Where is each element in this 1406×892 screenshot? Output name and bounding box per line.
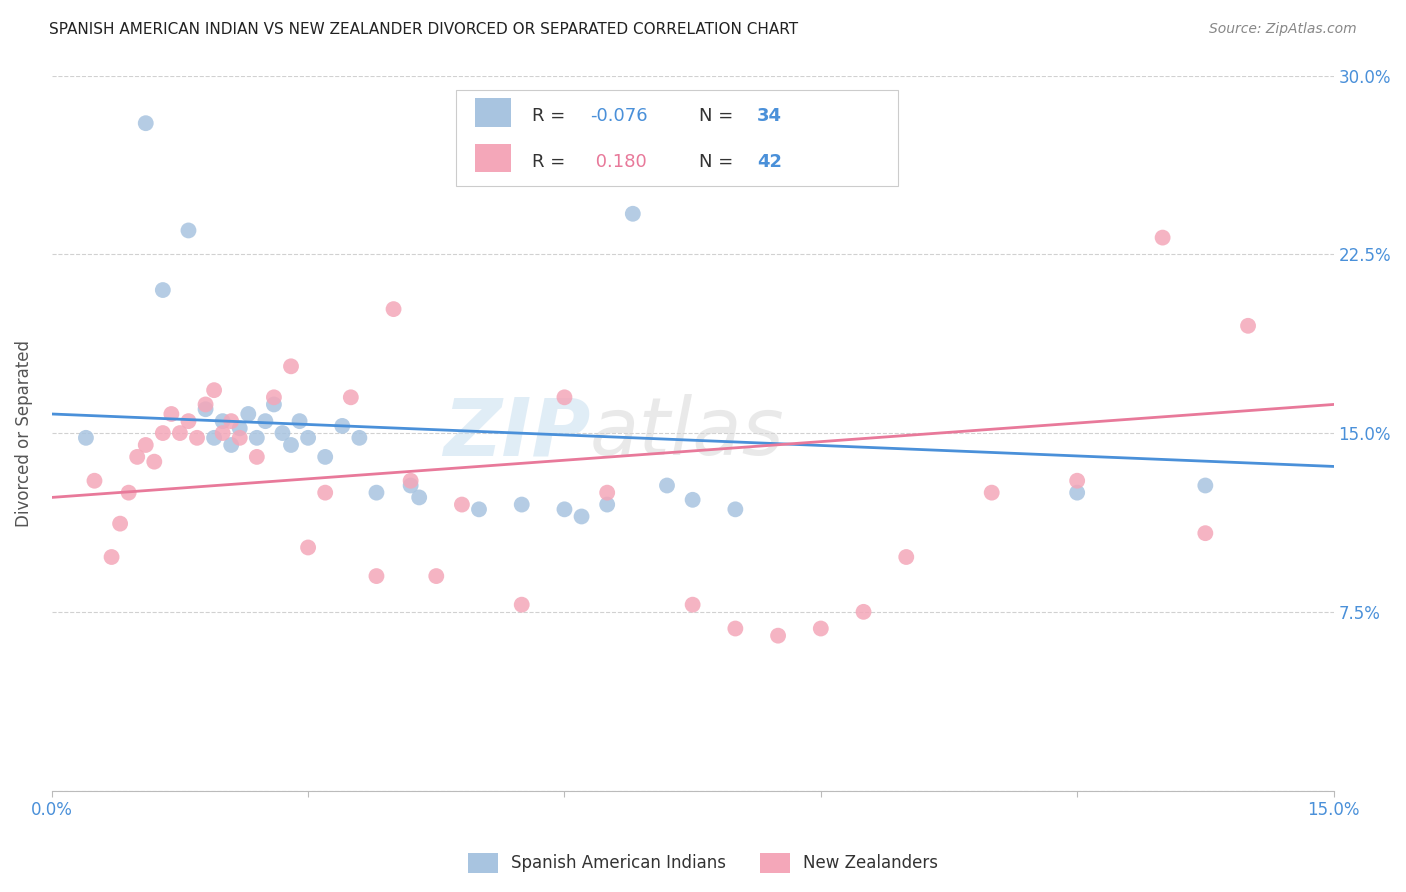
Point [340,390,363,404]
Point [1152,230,1174,244]
Point [127,450,149,464]
Text: 0.180: 0.180 [591,153,647,171]
Point [468,502,491,516]
Point [596,485,619,500]
Point [135,116,157,130]
Point [271,425,294,440]
Text: R =: R = [533,153,571,171]
Point [425,569,447,583]
Point [553,390,575,404]
Text: atlas: atlas [591,394,785,472]
Point [280,359,302,374]
Text: N =: N = [699,153,740,171]
Point [724,502,747,516]
Point [297,431,319,445]
Point [238,407,260,421]
Point [177,414,200,428]
Point [211,414,233,428]
Point [75,431,97,445]
Point [1237,318,1260,333]
Point [211,425,233,440]
Point [399,474,422,488]
Point [143,455,166,469]
Point [980,485,1002,500]
Point [152,283,174,297]
Point [366,569,388,583]
Point [169,425,191,440]
Point [1066,474,1088,488]
Text: SPANISH AMERICAN INDIAN VS NEW ZEALANDER DIVORCED OR SEPARATED CORRELATION CHART: SPANISH AMERICAN INDIAN VS NEW ZEALANDER… [49,22,799,37]
Point [160,407,183,421]
Point [1194,478,1216,492]
Text: Source: ZipAtlas.com: Source: ZipAtlas.com [1209,22,1357,37]
Legend: Spanish American Indians, New Zealanders: Spanish American Indians, New Zealanders [461,847,945,880]
Point [682,598,704,612]
Point [451,498,474,512]
Point [382,302,405,317]
Point [724,622,747,636]
Point [314,485,336,500]
Point [349,431,371,445]
Point [229,421,252,435]
Point [596,498,619,512]
Point [263,397,285,411]
Point [288,414,311,428]
Bar [475,98,510,127]
Text: 42: 42 [756,153,782,171]
Point [118,485,141,500]
Point [263,390,285,404]
Point [152,425,174,440]
Point [246,450,269,464]
Text: 34: 34 [756,108,782,126]
Point [621,207,644,221]
Point [219,438,242,452]
Point [1066,485,1088,500]
Point [571,509,593,524]
Point [108,516,131,531]
Point [553,502,575,516]
Point [682,492,704,507]
Point [510,498,533,512]
Point [194,402,217,417]
Point [254,414,277,428]
Point [399,478,422,492]
Point [229,431,252,445]
Point [810,622,832,636]
Text: R =: R = [533,108,571,126]
Point [510,598,533,612]
Point [177,223,200,237]
Text: ZIP: ZIP [443,394,591,472]
Point [246,431,269,445]
Point [408,491,430,505]
Point [202,431,225,445]
Point [83,474,105,488]
Point [100,549,122,564]
FancyBboxPatch shape [456,90,897,186]
Point [280,438,302,452]
Point [655,478,678,492]
Point [194,397,217,411]
Point [202,383,225,397]
Text: -0.076: -0.076 [591,108,648,126]
Point [1194,526,1216,541]
Point [330,418,353,433]
Bar [475,144,510,172]
Text: N =: N = [699,108,740,126]
Point [896,549,918,564]
Point [186,431,208,445]
Point [219,414,242,428]
Point [135,438,157,452]
Point [852,605,875,619]
Y-axis label: Divorced or Separated: Divorced or Separated [15,340,32,526]
Point [297,541,319,555]
Point [366,485,388,500]
Point [314,450,336,464]
Point [766,629,789,643]
